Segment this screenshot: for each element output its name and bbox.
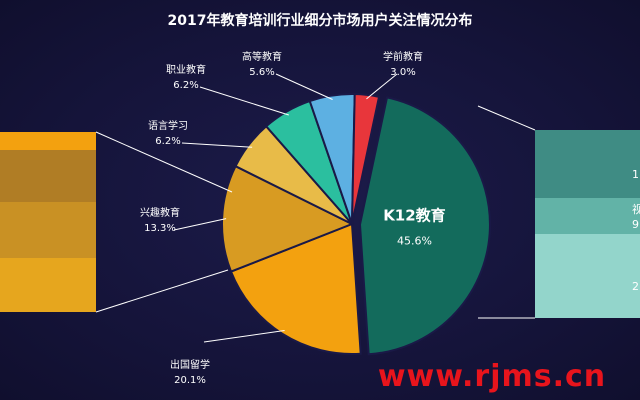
slice-label-value-4: 6.2% — [173, 80, 198, 91]
leader-line-1 — [203, 329, 285, 343]
right-edge-text-2: 视 — [632, 202, 640, 216]
pie-slices — [221, 93, 491, 356]
slice-label-name-2: 兴趣教育 — [140, 206, 180, 219]
right-edge-text-3: 9 — [632, 218, 639, 231]
slice-label-value-5: 5.6% — [249, 67, 274, 78]
slice-label-value-1: 20.1% — [174, 375, 206, 386]
leader-line-5 — [275, 73, 333, 100]
leader-line-6 — [366, 73, 398, 100]
slice-label-name-3: 语言学习 — [148, 119, 188, 132]
left-breakdown-panel — [0, 132, 96, 312]
slice-label-value-3: 6.2% — [155, 136, 180, 147]
panel-connector-1 — [95, 269, 229, 313]
right-edge-text-4: 2 — [632, 280, 639, 293]
slice-label-name-4: 职业教育 — [166, 63, 206, 76]
panel-connector-0 — [95, 131, 233, 193]
slice-label-name-6: 学前教育 — [383, 50, 423, 63]
watermark: www.rjms.cn — [378, 359, 606, 394]
right-edge-text-1: 1 — [632, 168, 639, 181]
panel-connector-2 — [477, 105, 536, 131]
slice-label-name-5: 高等教育 — [242, 50, 282, 63]
leader-lines — [95, 73, 536, 343]
slice-K12-597 — [358, 96, 491, 356]
leader-line-4 — [199, 86, 289, 116]
slice-label-k12-name: K12教育 — [383, 206, 446, 224]
slice--253 — [351, 93, 381, 225]
slice--652 — [221, 164, 355, 273]
chart-title: 2017年教育培训行业细分市场用户关注情况分布 — [168, 12, 473, 29]
slice-label-k12-value: 45.6% — [397, 234, 432, 247]
slice--595 — [229, 222, 362, 355]
leader-line-2 — [173, 218, 227, 231]
slice-label-value-6: 3.0% — [390, 67, 415, 78]
slice-label-name-1: 出国留学 — [170, 358, 210, 371]
slice-labels: K12教育 45.6% 出国留学 20.1% 兴趣教育 13.3% 语言学习 6.2% 职业教育… — [140, 50, 446, 386]
leader-line-3 — [181, 142, 253, 148]
slice-label-value-2: 13.3% — [144, 223, 176, 234]
right-breakdown-panel — [535, 130, 640, 318]
